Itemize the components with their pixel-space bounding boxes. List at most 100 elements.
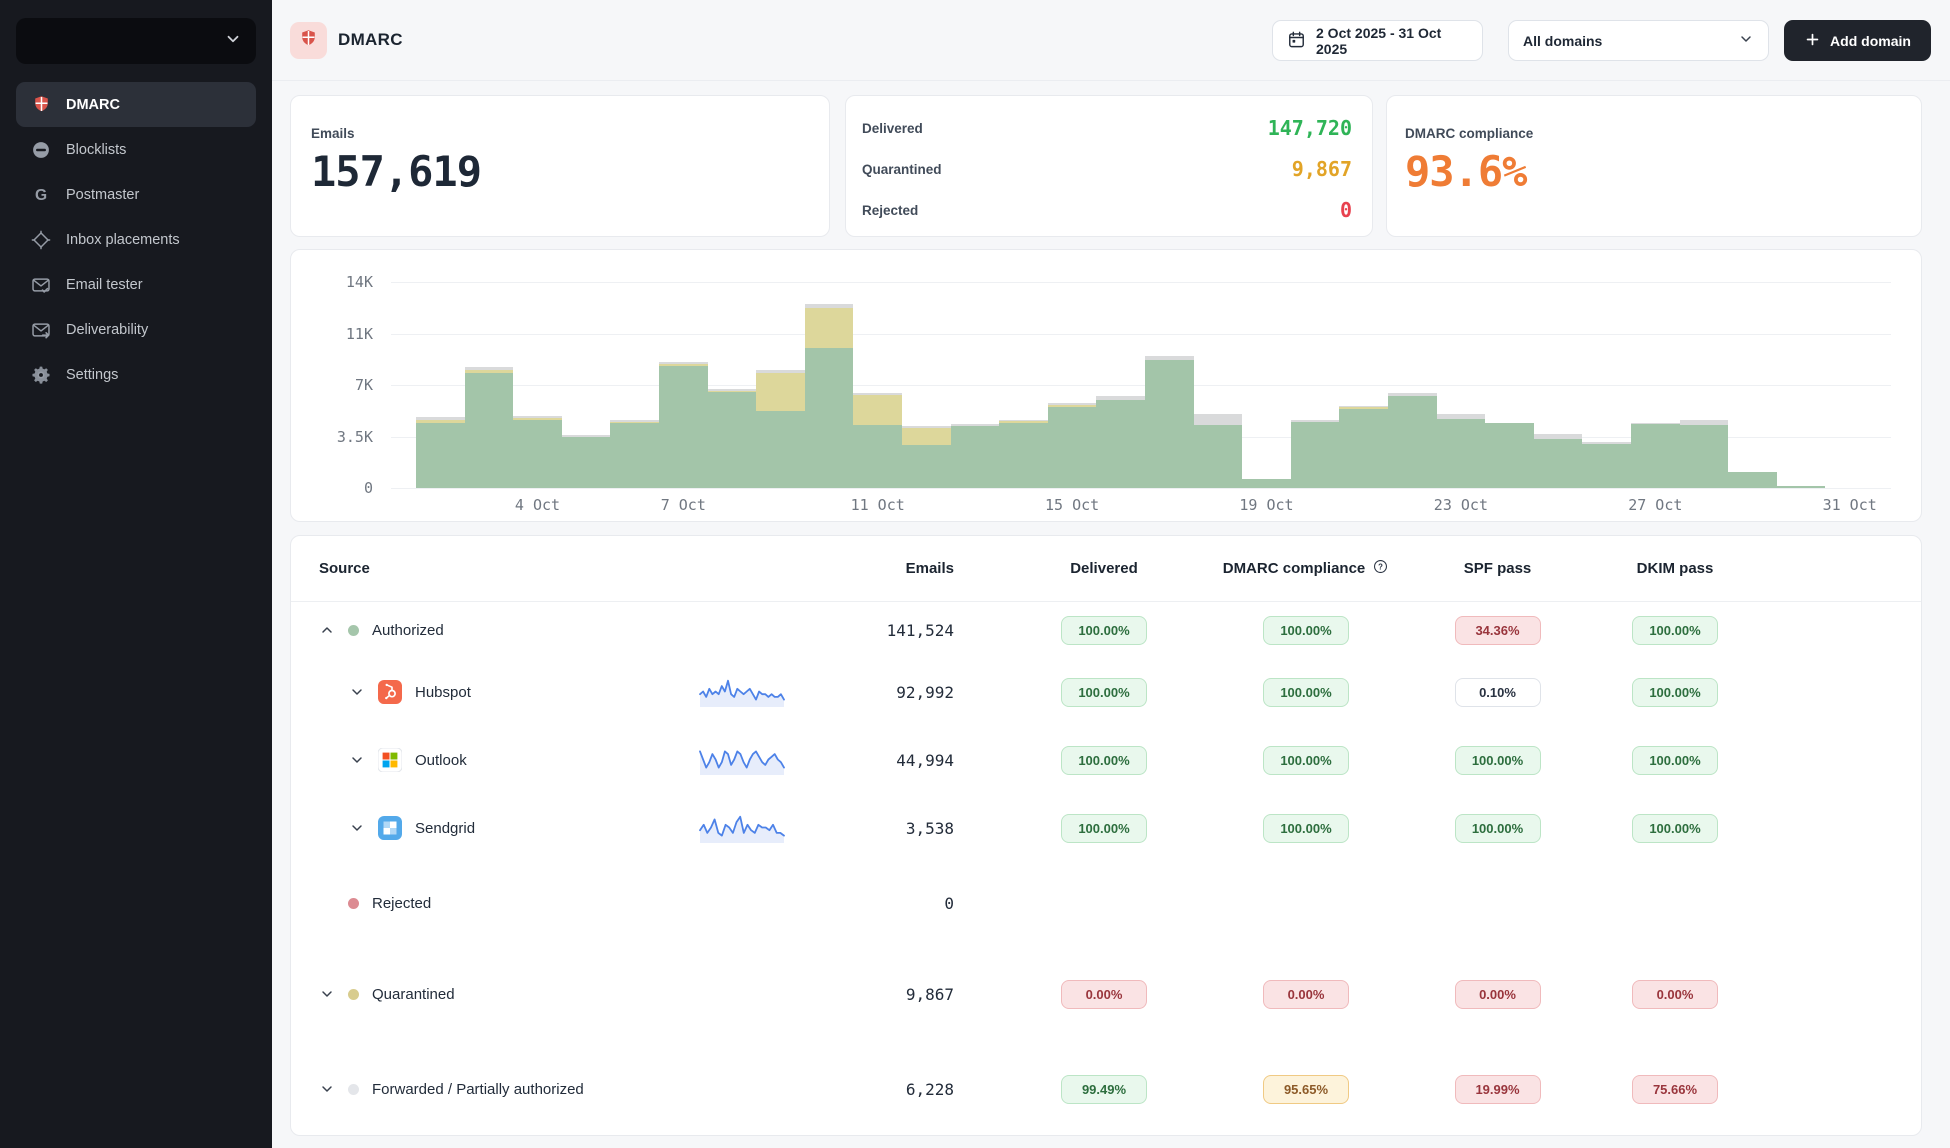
status-dot (348, 1083, 359, 1095)
chart-bar-30-oct (1776, 485, 1826, 488)
bar-segment-forwarded (1679, 420, 1729, 425)
bar-segment-forwarded (610, 420, 659, 422)
delivered-badge: 100.00% (1061, 813, 1147, 843)
chart-y-tick-label: 0 (363, 479, 373, 497)
bar-segment-forwarded (1631, 423, 1680, 424)
domain-filter-value: All domains (1523, 32, 1603, 49)
bar-segment-delivered (853, 424, 902, 488)
svg-text:?: ? (1378, 562, 1383, 571)
delivery-stat-row: Quarantined 9,867 (862, 157, 1352, 181)
dkim-pass-badge: 100.00% (1632, 677, 1718, 707)
chart-bar-26-oct (1582, 442, 1631, 488)
chart-x-tick-label: 27 Oct (1628, 496, 1683, 514)
bar-segment-delivered (1388, 396, 1437, 488)
chevron-down-icon (1738, 31, 1754, 50)
sidebar-item-label: Settings (66, 366, 119, 383)
bar-segment-forwarded (1145, 355, 1194, 360)
table-row-sendgrid[interactable]: Sendgrid 3,538 100.00% 100.00% 100.00% 100.00… (291, 794, 1921, 862)
bar-segment-quarantined (464, 370, 514, 374)
date-range-picker[interactable]: 2 Oct 2025 - 31 Oct 2025 (1272, 20, 1483, 61)
spf-pass-badge: 0.10% (1454, 677, 1541, 707)
emails-total-card: Emails 157,619 (290, 95, 830, 237)
sidebar-item-label: Inbox placements (66, 231, 180, 248)
bar-segment-forwarded (513, 415, 562, 419)
help-icon[interactable]: ? (1372, 558, 1389, 579)
bar-segment-forwarded (1485, 422, 1534, 424)
table-row-forwarded-partially-authorized[interactable]: Forwarded / Partially authorized 6,228 99.… (291, 1044, 1921, 1134)
volume-sparkline (698, 742, 786, 783)
bar-segment-forwarded (902, 426, 951, 428)
chart-gridline (391, 385, 1891, 386)
chart-bar-4-oct (513, 415, 562, 488)
chevron-down-icon[interactable] (319, 986, 335, 1002)
bar-segment-delivered (464, 373, 514, 488)
bar-segment-delivered (416, 423, 465, 488)
chart-x-tick-label: 4 Oct (514, 496, 561, 514)
blocklist-icon (30, 139, 52, 161)
domain-filter-select[interactable]: All domains (1508, 20, 1769, 61)
bar-segment-delivered (1631, 424, 1680, 488)
bar-segment-forwarded (1290, 420, 1340, 422)
workspace-selector[interactable] (16, 18, 256, 64)
table-row-hubspot[interactable]: Hubspot 92,992 100.00% 100.00% 0.10% 100.00% (291, 658, 1921, 726)
chevron-down-icon[interactable] (349, 684, 365, 700)
table-row-authorized[interactable]: Authorized 141,524 100.00% 100.00% 34.36% 100… (291, 602, 1921, 658)
dmarc-compliance-badge: 100.00% (1263, 615, 1349, 645)
chevron-down-icon[interactable] (349, 820, 365, 836)
dkim-pass-badge: 100.00% (1632, 813, 1718, 843)
bar-segment-delivered (610, 423, 659, 488)
chart-x-tick-label: 7 Oct (660, 496, 706, 514)
chart-bar-7-oct (659, 362, 708, 488)
bar-segment-delivered (756, 411, 805, 488)
bar-segment-delivered (1193, 425, 1243, 488)
calendar-icon (1287, 30, 1306, 52)
plus-icon (1804, 31, 1821, 51)
dmarc-compliance-badge: 100.00% (1263, 745, 1349, 775)
chart-bar-5-oct (561, 435, 611, 488)
chart-bar-24-oct (1485, 422, 1534, 488)
bar-segment-delivered (1047, 407, 1097, 488)
compliance-label: DMARC compliance (1405, 126, 1534, 141)
table-row-rejected[interactable]: Rejected 0 (291, 862, 1921, 944)
sidebar-item-postmaster[interactable]: G Postmaster (16, 172, 256, 217)
sidebar-item-email-tester[interactable]: Email tester (16, 262, 256, 307)
chevron-down-icon[interactable] (349, 752, 365, 768)
emails-count: 92,992 (896, 682, 954, 702)
sidebar-item-inbox-placements[interactable]: Inbox placements (16, 217, 256, 262)
bar-segment-quarantined (416, 420, 465, 424)
email-volume-chart-card: 0 3.5K 7K 11K 14K 4 Oct 7 Oct 11 Oct 15 Oct 19 Oc… (290, 249, 1922, 522)
emails-count: 141,524 (886, 620, 954, 640)
sidebar-item-blocklists[interactable]: Blocklists (16, 127, 256, 172)
bar-segment-delivered (659, 365, 708, 488)
bar-segment-delivered (1679, 424, 1729, 488)
shield-icon (298, 28, 319, 54)
sources-table-card: Source Emails Delivered DMARC compliance… (290, 535, 1922, 1136)
chart-x-tick-label: 23 Oct (1433, 496, 1488, 514)
table-body: Authorized 141,524 100.00% 100.00% 34.36% 100… (291, 602, 1921, 1134)
sidebar-item-settings[interactable]: Settings (16, 352, 256, 397)
sidebar-nav: DMARC Blocklists G Postmaster Inbox placemen… (16, 82, 256, 397)
table-header-row: Source Emails Delivered DMARC compliance… (291, 536, 1921, 602)
table-row-outlook[interactable]: Outlook 44,994 100.00% 100.00% 100.00% 100.00… (291, 726, 1921, 794)
chart-bar-16-oct (1096, 396, 1145, 488)
sidebar-item-label: Deliverability (66, 321, 149, 338)
status-dot (348, 624, 359, 636)
chart-bar-3-oct (464, 367, 514, 488)
spf-pass-badge: 19.99% (1454, 1074, 1541, 1104)
chart-bar-23-oct (1436, 413, 1486, 488)
table-row-quarantined[interactable]: Quarantined 9,867 0.00% 0.00% 0.00% 0.00% (291, 944, 1921, 1044)
sidebar-item-dmarc[interactable]: DMARC (16, 82, 256, 127)
chevron-down-icon[interactable] (319, 1081, 335, 1097)
add-domain-button[interactable]: Add domain (1784, 20, 1931, 61)
chart-bar-14-oct (999, 419, 1048, 488)
sidebar-item-label: Blocklists (66, 141, 127, 158)
chart-bar-18-oct (1193, 414, 1243, 488)
bar-segment-delivered (950, 426, 1000, 488)
chart-y-tick-label: 3.5K (336, 427, 373, 446)
chart-y-tick-label: 14K (345, 273, 373, 291)
chevron-up-icon[interactable] (319, 622, 335, 638)
bar-segment-quarantined (1339, 407, 1388, 409)
bar-segment-delivered (707, 392, 757, 488)
sidebar-item-deliverability[interactable]: Deliverability (16, 307, 256, 352)
chart-y-tick-label: 7K (354, 376, 373, 394)
